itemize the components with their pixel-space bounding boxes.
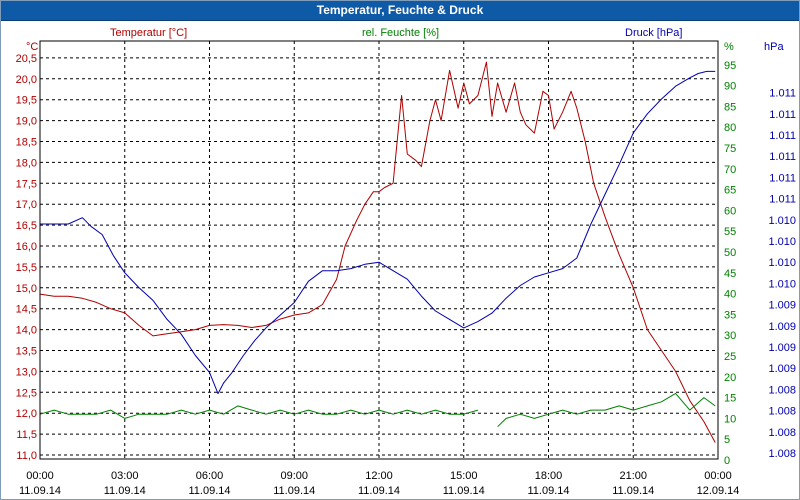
x-tick-label-date: 11.09.14 [188, 485, 230, 497]
y-tick-label-temperature: 13,0 [16, 366, 37, 378]
window-title-bar: Temperatur, Feuchte & Druck [0, 0, 800, 21]
y-tick-label-pressure: 1.009 [768, 342, 796, 354]
y-tick-label-temperature: 14,0 [16, 325, 37, 337]
legend-humidity: rel. Feuchte [%] [362, 27, 439, 39]
y-tick-label-temperature: 19,5 [16, 95, 37, 107]
y-tick-label-humidity: 0 [724, 455, 730, 467]
x-tick-label-time: 00:00 [26, 470, 54, 482]
series-line-humidity [39, 405, 479, 419]
x-tick-label-time: 00:00 [704, 470, 732, 482]
y-tick-label-humidity: 30 [724, 330, 736, 342]
y-tick-label-pressure: 1.010 [768, 236, 796, 248]
x-tick-label-date: 11.09.14 [104, 485, 146, 497]
y-tick-label-pressure: 1.009 [768, 321, 796, 333]
x-tick-label-time: 12:00 [365, 470, 393, 482]
y-tick-label-pressure: 1.010 [768, 257, 796, 269]
y-tick-label-humidity: 5 [724, 434, 730, 446]
y-tick-label-humidity: 80 [724, 122, 736, 134]
y-tick-label-pressure: 1.010 [768, 278, 796, 290]
x-tick-label-time: 06:00 [196, 470, 224, 482]
y-tick-label-humidity: 35 [724, 309, 736, 321]
window-title: Temperatur, Feuchte & Druck [316, 3, 484, 17]
y-tick-label-temperature: 18,0 [16, 157, 37, 169]
y-tick-label-temperature: 16,5 [16, 220, 37, 232]
y-tick-label-pressure: 1.010 [768, 215, 796, 227]
y-tick-label-pressure: 1.008 [768, 384, 796, 396]
y-tick-label-humidity: 70 [724, 164, 736, 176]
y-tick-label-humidity: 15 [724, 393, 736, 405]
y-tick-label-temperature: 12,5 [16, 387, 37, 399]
series-line-humidity [497, 392, 716, 428]
temperature-axis-unit: °C [26, 41, 38, 53]
x-tick-label-time: 15:00 [450, 470, 478, 482]
pressure-axis-unit: hPa [764, 41, 784, 53]
x-tick-label-time: 03:00 [111, 470, 139, 482]
x-tick-label-date: 11.09.14 [443, 485, 485, 497]
series-line-pressure [40, 70, 716, 395]
x-axis: 00:00 11.09.14 03:00 11.09.14 06:00 11.09.14 0… [19, 470, 739, 497]
pressure-axis: 1.008 1.008 1.008 1.008 1.009 1.009 1.009 1.009… [768, 88, 796, 460]
y-tick-label-pressure: 1.009 [768, 300, 796, 312]
legend-temperature: Temperatur [°C] [110, 27, 187, 39]
y-tick-label-temperature: 16,0 [16, 241, 37, 253]
grid [40, 41, 718, 459]
chart-area: 11,0 11,5 12,0 12,5 13,0 13,5 14,0 14,5 15,0 15,5… [16, 27, 796, 497]
x-tick-label-date: 11.09.14 [527, 485, 569, 497]
y-tick-label-humidity: 95 [724, 60, 736, 72]
y-tick-label-temperature: 12,0 [16, 408, 37, 420]
series-line-temperature [39, 61, 716, 443]
humidity-axis: 0 5 10 15 20 25 30 35 40 45 50 55 60 65 70 75 80 85 90 95 [724, 60, 736, 467]
x-tick-label-date: 11.09.14 [612, 485, 654, 497]
y-tick-label-humidity: 55 [724, 226, 736, 238]
y-tick-label-pressure: 1.008 [768, 406, 796, 418]
x-tick-label-date: 11.09.14 [358, 485, 400, 497]
humidity-axis-unit: % [724, 41, 734, 53]
y-tick-label-humidity: 10 [724, 413, 736, 425]
y-tick-label-humidity: 65 [724, 185, 736, 197]
x-tick-label-time: 09:00 [280, 470, 308, 482]
x-tick-label-date: 11.09.14 [273, 485, 315, 497]
y-tick-label-temperature: 18,5 [16, 137, 37, 149]
series-layer [39, 61, 716, 443]
y-tick-label-humidity: 25 [724, 351, 736, 363]
y-tick-label-pressure: 1.008 [768, 427, 796, 439]
y-tick-label-humidity: 20 [724, 372, 736, 384]
x-tick-label-time: 18:00 [535, 470, 563, 482]
left-axis: 11,0 11,5 12,0 12,5 13,0 13,5 14,0 14,5 15,0 15,5… [16, 53, 37, 462]
y-tick-label-pressure: 1.011 [769, 109, 796, 121]
y-tick-label-temperature: 15,5 [16, 262, 37, 274]
y-tick-label-humidity: 50 [724, 247, 736, 259]
y-tick-label-temperature: 11,5 [16, 429, 37, 441]
plot-border [39, 40, 719, 460]
y-tick-label-temperature: 15,0 [16, 283, 37, 295]
y-tick-label-temperature: 17,0 [16, 199, 37, 211]
y-tick-label-temperature: 20,5 [16, 53, 37, 65]
y-tick-label-temperature: 14,5 [16, 304, 37, 316]
y-tick-label-pressure: 1.008 [768, 448, 796, 460]
y-tick-label-temperature: 11,0 [16, 450, 37, 462]
x-tick-label-date: 12.09.14 [697, 485, 740, 497]
y-tick-label-pressure: 1.011 [769, 88, 796, 100]
y-tick-label-temperature: 20,0 [16, 74, 37, 86]
y-tick-label-temperature: 19,0 [16, 116, 37, 128]
y-tick-label-humidity: 40 [724, 289, 736, 301]
y-tick-label-pressure: 1.011 [769, 194, 796, 206]
y-tick-label-pressure: 1.011 [769, 130, 796, 142]
y-tick-label-temperature: 13,5 [16, 346, 37, 358]
y-tick-label-pressure: 1.011 [769, 172, 796, 184]
y-tick-label-pressure: 1.009 [768, 363, 796, 375]
y-tick-label-pressure: 1.011 [769, 151, 796, 163]
y-tick-label-humidity: 60 [724, 205, 736, 217]
y-tick-label-humidity: 90 [724, 81, 736, 93]
y-tick-label-humidity: 75 [724, 143, 736, 155]
y-tick-label-humidity: 45 [724, 268, 736, 280]
y-tick-label-humidity: 85 [724, 101, 736, 113]
y-tick-label-temperature: 17,5 [16, 178, 37, 190]
x-tick-label-time: 21:00 [619, 470, 647, 482]
x-tick-label-date: 11.09.14 [19, 485, 61, 497]
legend-pressure: Druck [hPa] [625, 27, 682, 39]
